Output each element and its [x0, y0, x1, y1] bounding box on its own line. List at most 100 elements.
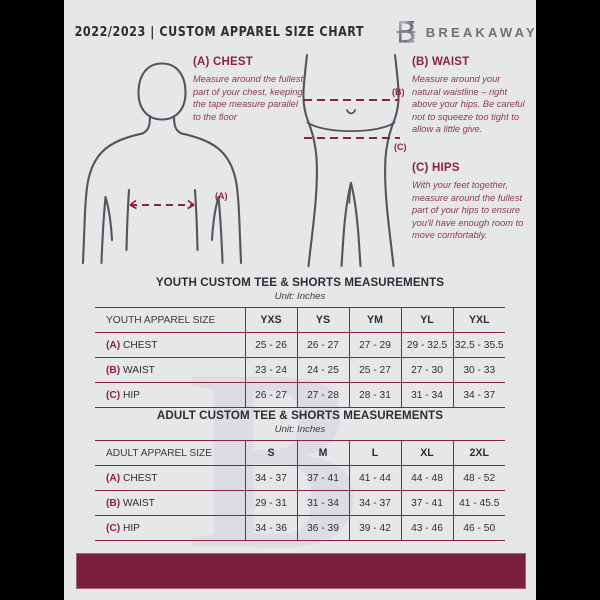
- youth-table-title: YOUTH CUSTOM TEE & SHORTS MEASUREMENTS: [155, 276, 445, 289]
- brand-name: BREAKAWAY: [425, 24, 536, 40]
- table-cell-value: 48 - 52: [453, 465, 505, 491]
- row-name: CHEST: [120, 472, 158, 484]
- table-cell-value: 25 - 27: [349, 357, 402, 383]
- table-header-size: 2XL: [453, 440, 505, 466]
- caption-chest-body: Measure around the fullest part of your …: [193, 74, 304, 122]
- table-cell-value: 37 - 41: [401, 490, 454, 516]
- table-row: (A) CHEST 34 - 37 37 - 41 41 - 44 44 - 48 48 …: [95, 465, 505, 491]
- size-chart-page: B 2022/2023 | CUSTOM APPAREL SIZE CHART …: [64, 0, 536, 600]
- table-row: (C) HIP 34 - 36 36 - 39 39 - 42 43 - 46 46 - …: [95, 515, 505, 541]
- youth-size-table: YOUTH APPAREL SIZE YXS YS YM YL YXL (A) CHEST 2…: [95, 307, 505, 408]
- table-cell-value: 34 - 37: [349, 490, 402, 516]
- table-cell-value: 24 - 25: [297, 357, 350, 383]
- table-cell-value: 27 - 28: [297, 382, 350, 408]
- table-header-size: YXS: [245, 307, 298, 333]
- table-cell-value: 26 - 27: [297, 332, 350, 358]
- table-row-label: (C) HIP: [95, 382, 246, 408]
- row-name: WAIST: [120, 497, 155, 509]
- youth-table-subtitle: Unit: Inches: [274, 291, 326, 302]
- breakaway-b-logo-icon: [396, 21, 416, 43]
- table-cell-value: 46 - 50: [453, 515, 505, 541]
- table-cell-value: 26 - 27: [245, 382, 298, 408]
- body-figures: [81, 53, 400, 268]
- footer-band: [76, 553, 526, 589]
- row-name: HIP: [120, 389, 140, 401]
- adult-table-subtitle: Unit: Inches: [274, 424, 326, 435]
- hips-marker-label: (C): [394, 142, 407, 152]
- table-header-label: ADULT APPAREL SIZE: [95, 440, 246, 466]
- table-cell-value: 39 - 42: [349, 515, 402, 541]
- caption-waist: (B) WAIST Measure around your natural wa…: [412, 56, 530, 136]
- table-row-label: (A) CHEST: [95, 332, 246, 358]
- brand-logo: BREAKAWAY: [395, 19, 536, 45]
- table-cell-value: 34 - 36: [245, 515, 298, 541]
- caption-waist-title: (B) WAIST: [412, 56, 470, 68]
- table-row: (A) CHEST 25 - 26 26 - 27 27 - 29 29 - 32.5 3…: [95, 332, 505, 358]
- table-cell-value: 36 - 39: [297, 515, 350, 541]
- table-cell-value: 34 - 37: [245, 465, 298, 491]
- measurement-diagram: (A) (B) (C) (A) CHEST Measure around the…: [64, 50, 536, 272]
- table-cell-value: 29 - 31: [245, 490, 298, 516]
- table-cell-value: 41 - 45.5: [453, 490, 505, 516]
- table-cell-value: 37 - 41: [297, 465, 350, 491]
- table-header-size: YM: [349, 307, 402, 333]
- caption-hips: (C) HIPS With your feet together, measur…: [412, 162, 532, 242]
- table-header-size: XL: [401, 440, 454, 466]
- row-name: HIP: [120, 522, 140, 534]
- table-cell-value: 32.5 - 35.5: [453, 332, 505, 358]
- table-header-size: YS: [297, 307, 350, 333]
- caption-chest-title: (A) CHEST: [193, 56, 253, 68]
- table-row-label: (B) WAIST: [95, 490, 246, 516]
- row-key: (C): [106, 389, 121, 401]
- table-row: (B) WAIST 29 - 31 31 - 34 34 - 37 37 - 41 41 …: [95, 490, 505, 516]
- page-header: 2022/2023 | CUSTOM APPAREL SIZE CHART BR…: [64, 14, 536, 50]
- row-key: (C): [106, 522, 121, 534]
- table-header-size: L: [349, 440, 402, 466]
- table-cell-value: 31 - 34: [297, 490, 350, 516]
- table-header-label: YOUTH APPAREL SIZE: [95, 307, 246, 333]
- table-cell-value: 41 - 44: [349, 465, 402, 491]
- caption-chest: (A) CHEST Measure around the fullest par…: [193, 56, 305, 123]
- row-key: (B): [106, 497, 121, 509]
- row-key: (B): [106, 364, 121, 376]
- table-header-size: M: [297, 440, 350, 466]
- table-cell-value: 31 - 34: [401, 382, 454, 408]
- table-cell-value: 29 - 32.5: [401, 332, 454, 358]
- table-row: (C) HIP 26 - 27 27 - 28 28 - 31 31 - 34 34 - …: [95, 382, 505, 408]
- youth-measurements-section: YOUTH CUSTOM TEE & SHORTS MEASUREMENTS U…: [95, 276, 505, 408]
- table-header-size: YL: [401, 307, 454, 333]
- adult-size-table: ADULT APPAREL SIZE S M L XL 2XL (A) CHEST 34 - …: [95, 440, 505, 541]
- table-header-row: YOUTH APPAREL SIZE YXS YS YM YL YXL: [95, 307, 505, 333]
- table-cell-value: 25 - 26: [245, 332, 298, 358]
- row-key: (A): [106, 339, 121, 351]
- table-row-label: (B) WAIST: [95, 357, 246, 383]
- table-header-size: S: [245, 440, 298, 466]
- table-cell-value: 27 - 29: [349, 332, 402, 358]
- table-cell-value: 27 - 30: [401, 357, 454, 383]
- table-cell-value: 23 - 24: [245, 357, 298, 383]
- table-cell-value: 34 - 37: [453, 382, 505, 408]
- page-title: 2022/2023 | CUSTOM APPAREL SIZE CHART: [74, 24, 365, 40]
- adult-measurements-section: ADULT CUSTOM TEE & SHORTS MEASUREMENTS U…: [95, 409, 505, 541]
- table-cell-value: 44 - 48: [401, 465, 454, 491]
- torso-figure: [81, 62, 243, 265]
- adult-table-title: ADULT CUSTOM TEE & SHORTS MEASUREMENTS: [156, 409, 444, 422]
- chest-marker-label: (A): [215, 191, 228, 201]
- caption-waist-body: Measure around your natural waistline – …: [412, 74, 525, 135]
- table-header-size: YXL: [453, 307, 505, 333]
- waist-marker-label: (B): [392, 87, 405, 97]
- table-cell-value: 30 - 33: [453, 357, 505, 383]
- caption-hips-title: (C) HIPS: [412, 162, 460, 174]
- row-key: (A): [106, 472, 121, 484]
- chest-measure-line: [129, 199, 195, 210]
- caption-hips-body: With your feet together, measure around …: [412, 180, 524, 241]
- table-cell-value: 28 - 31: [349, 382, 402, 408]
- table-cell-value: 43 - 46: [401, 515, 454, 541]
- table-row-label: (A) CHEST: [95, 465, 246, 491]
- table-header-row: ADULT APPAREL SIZE S M L XL 2XL: [95, 440, 505, 466]
- row-name: WAIST: [120, 364, 155, 376]
- table-row-label: (C) HIP: [95, 515, 246, 541]
- hips-figure: [302, 53, 400, 268]
- table-row: (B) WAIST 23 - 24 24 - 25 25 - 27 27 - 30 30 …: [95, 357, 505, 383]
- row-name: CHEST: [120, 339, 158, 351]
